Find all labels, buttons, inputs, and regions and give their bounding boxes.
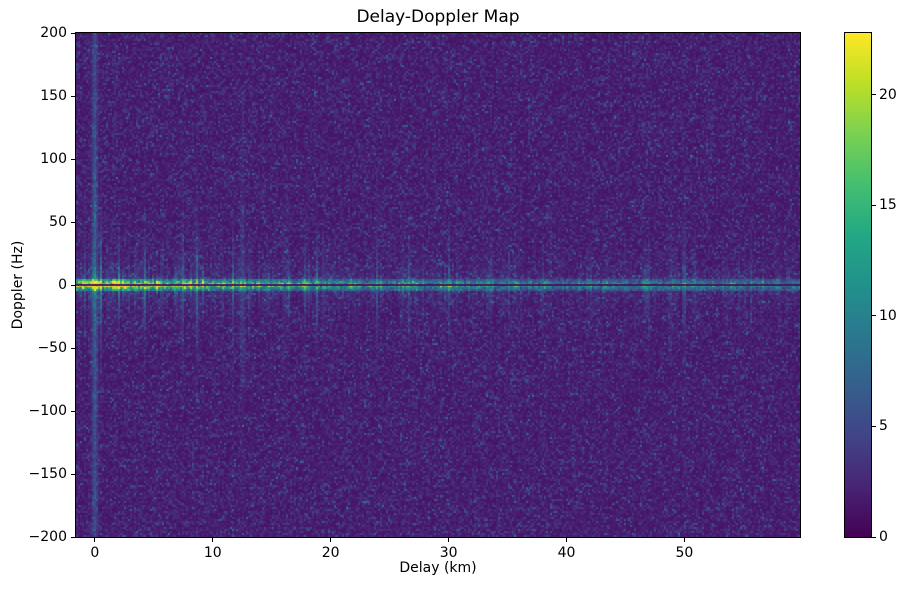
colorbar-tick-label: 15 <box>879 197 897 214</box>
y-tick-label: 0 <box>58 277 67 293</box>
y-tick-label: 150 <box>40 88 67 104</box>
x-tick-mark <box>330 538 332 542</box>
y-tick-mark <box>71 284 75 286</box>
y-tick-label: 200 <box>40 25 67 41</box>
y-tick-label: −100 <box>28 403 67 419</box>
x-tick-label: 0 <box>90 545 100 561</box>
x-tick-mark <box>566 538 568 542</box>
y-tick-mark <box>71 95 75 97</box>
x-axis-label: Delay (km) <box>399 560 477 576</box>
y-tick-label: −200 <box>28 529 67 545</box>
x-tick-label: 10 <box>203 545 222 561</box>
y-tick-mark <box>71 410 75 412</box>
x-tick-label: 50 <box>675 545 694 561</box>
colorbar-tick-mark <box>872 204 876 206</box>
y-tick-label: −50 <box>37 340 67 356</box>
colorbar-tick-label: 10 <box>879 307 897 324</box>
colorbar-gradient <box>845 33 871 537</box>
colorbar-tick-mark <box>872 315 876 317</box>
y-tick-mark <box>71 536 75 538</box>
colorbar-tick-mark <box>872 425 876 427</box>
x-tick-mark <box>448 538 450 542</box>
y-tick-label: 100 <box>40 151 67 167</box>
x-tick-mark <box>212 538 214 542</box>
y-tick-mark <box>71 221 75 223</box>
colorbar-tick-label: 5 <box>879 418 888 435</box>
plot-frame <box>75 32 801 538</box>
y-tick-mark <box>71 32 75 34</box>
x-tick-label: 20 <box>321 545 340 561</box>
colorbar-tick-label: 0 <box>879 529 888 545</box>
x-tick-mark <box>94 538 96 542</box>
x-tick-label: 40 <box>557 545 576 561</box>
colorbar-tick-mark <box>872 94 876 96</box>
x-tick-mark <box>683 538 685 542</box>
y-tick-label: 50 <box>49 214 67 230</box>
colorbar-tick-mark <box>872 536 876 538</box>
colorbar-tick-label: 20 <box>879 86 897 103</box>
y-tick-label: −150 <box>28 466 67 482</box>
y-tick-mark <box>71 473 75 475</box>
chart-title: Delay-Doppler Map <box>356 7 520 27</box>
x-tick-label: 30 <box>439 545 458 561</box>
colorbar-frame <box>844 32 872 538</box>
heatmap-canvas <box>76 33 800 537</box>
y-tick-mark <box>71 158 75 160</box>
y-tick-mark <box>71 347 75 349</box>
